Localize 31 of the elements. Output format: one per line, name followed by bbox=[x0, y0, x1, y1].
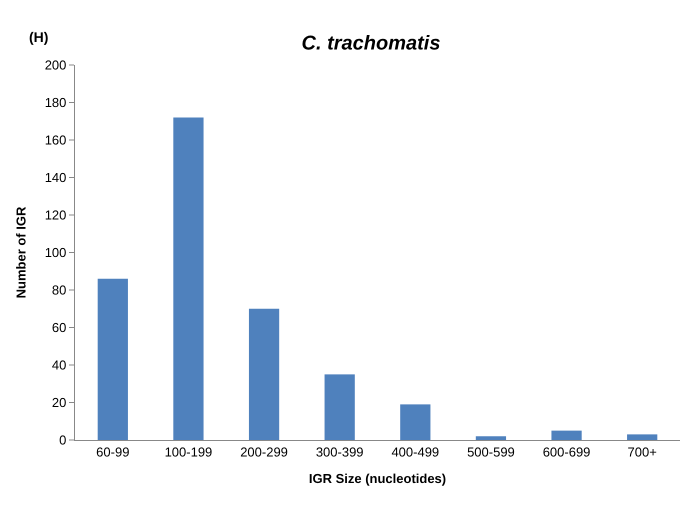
bar bbox=[551, 430, 582, 440]
bar bbox=[476, 436, 506, 440]
bar bbox=[400, 404, 430, 440]
x-axis-title: IGR Size (nucleotides) bbox=[308, 471, 446, 486]
y-tick-label: 140 bbox=[44, 170, 66, 186]
x-tick-label: 700+ bbox=[628, 444, 657, 460]
y-tick-label: 160 bbox=[44, 132, 66, 148]
chart-title: C. trachomatis bbox=[302, 32, 440, 55]
text: (H) bbox=[29, 29, 48, 45]
x-tick-label: 500-599 bbox=[467, 444, 515, 460]
x-tick-label: 60-99 bbox=[96, 444, 130, 460]
x-tick-label: 400-499 bbox=[391, 444, 440, 460]
bar bbox=[98, 278, 128, 440]
y-tick-label: 100 bbox=[44, 245, 66, 260]
x-tick-label: 300-399 bbox=[316, 444, 364, 460]
x-tick-label: 600-699 bbox=[542, 444, 590, 460]
y-axis-title: Number of IGR bbox=[14, 206, 29, 298]
bar bbox=[173, 118, 204, 440]
y-tick-label: 40 bbox=[52, 358, 66, 373]
x-tick-label: 200-299 bbox=[240, 444, 288, 460]
bar bbox=[324, 374, 355, 440]
y-tick-label: 60 bbox=[52, 320, 66, 336]
y-tick-label: 120 bbox=[44, 208, 66, 223]
bar bbox=[627, 434, 658, 440]
bar bbox=[248, 308, 280, 440]
y-tick-label: 0 bbox=[59, 432, 66, 448]
y-tick-label: 200 bbox=[44, 58, 66, 73]
x-tick-label: 100-199 bbox=[164, 444, 212, 460]
y-tick-label: 20 bbox=[52, 395, 66, 410]
y-tick-label: 80 bbox=[52, 282, 66, 298]
y-tick-label: 180 bbox=[44, 95, 66, 110]
